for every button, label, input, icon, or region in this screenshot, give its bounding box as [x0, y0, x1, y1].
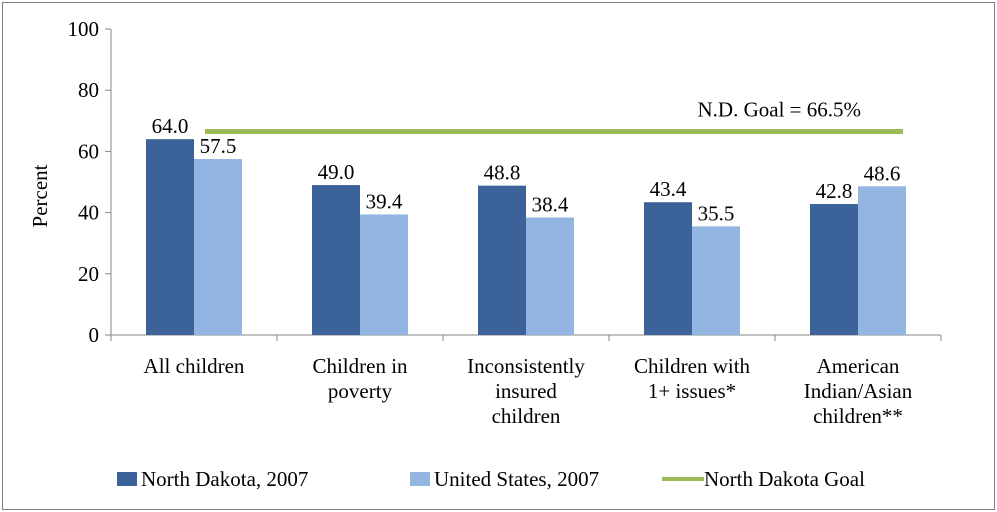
legend-label: North Dakota Goal — [704, 467, 865, 491]
y-tick-label: 20 — [78, 262, 99, 286]
category-label: American — [817, 354, 900, 378]
y-tick-label: 40 — [78, 201, 99, 225]
legend-swatch — [410, 472, 430, 486]
data-label: 35.5 — [698, 201, 735, 225]
category-label: Indian/Asian — [804, 379, 913, 403]
category-label: All children — [144, 354, 245, 378]
bar — [360, 214, 408, 335]
bar — [526, 217, 574, 335]
bar — [692, 226, 740, 335]
data-labels: 64.0 49.0 48.8 43.4 42.8 57.5 39.4 38.4 35.5 48.6 — [152, 114, 901, 225]
bars — [146, 139, 906, 335]
y-tick-label: 100 — [68, 17, 100, 41]
data-label: 57.5 — [200, 134, 237, 158]
data-label: 49.0 — [318, 160, 355, 184]
legend-label: North Dakota, 2007 — [141, 467, 308, 491]
bar — [478, 185, 526, 335]
y-tick-label: 80 — [78, 78, 99, 102]
bar — [312, 185, 360, 335]
goal-line-group: N.D. Goal = 66.5% — [205, 98, 903, 135]
data-label: 42.8 — [816, 179, 853, 203]
data-label: 64.0 — [152, 114, 189, 138]
category-label: children — [492, 404, 561, 428]
bar — [644, 202, 692, 335]
y-tick-label: 0 — [89, 323, 100, 347]
axes: 0 20 40 60 80 100 — [68, 17, 942, 347]
bar — [810, 204, 858, 335]
goal-annotation: N.D. Goal = 66.5% — [698, 98, 862, 122]
legend: North Dakota, 2007 United States, 2007 Nor… — [117, 467, 865, 491]
bar — [858, 186, 906, 335]
bar — [194, 159, 242, 335]
data-label: 43.4 — [650, 177, 687, 201]
category-label: Children with — [634, 354, 751, 378]
category-label: Inconsistently — [467, 354, 585, 378]
category-label: insured — [495, 379, 557, 403]
y-axis-label: Percent — [28, 164, 52, 227]
data-label: 48.8 — [484, 161, 521, 185]
data-label: 39.4 — [366, 189, 403, 213]
y-tick-label: 60 — [78, 139, 99, 163]
legend-label: United States, 2007 — [434, 467, 599, 491]
category-label: poverty — [328, 379, 393, 403]
bar — [146, 139, 194, 335]
legend-swatch — [117, 472, 137, 486]
category-label: Children in — [312, 354, 408, 378]
category-label: 1+ issues* — [648, 379, 736, 403]
data-label: 38.4 — [532, 192, 569, 216]
category-label: children** — [813, 404, 903, 428]
data-label: 48.6 — [864, 161, 901, 185]
